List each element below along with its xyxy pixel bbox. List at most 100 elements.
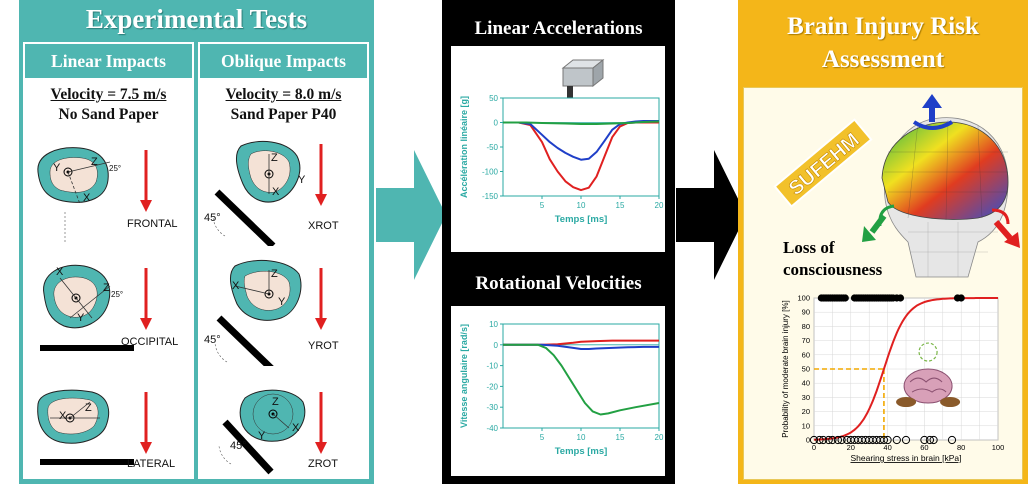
x-tick-label: 0 [812,443,816,452]
head-model-illustration [862,94,1020,278]
x-axis-label: Shearing stress in brain [kPa] [850,453,961,463]
axis-y-label: Y [53,162,61,174]
axis-z-label: Z [272,396,279,408]
y-tick-label: 50 [489,94,498,103]
risk-curve [813,297,998,441]
uninjured-point [819,435,828,445]
y-tick-label: 10 [489,320,498,329]
angle-label: 25° [109,164,122,173]
x-tick-label: 20 [655,201,664,210]
x-tick-label: 40 [883,443,891,452]
axis-x-label: X [272,186,280,198]
sufehm-text: SUFEHM [785,129,864,200]
y-tick-label: -20 [486,382,498,391]
x-tick-label: 5 [540,433,545,442]
loss-line-1: Loss of [783,238,835,257]
y-tick-label: 0 [494,119,499,128]
uninjured-point [901,435,911,445]
y-axis-label: Accélération linéaire [g] [459,96,469,198]
uninjured-point [892,435,901,445]
title-line-2: Assessment [821,46,945,73]
y-tick-label: -30 [486,403,498,412]
axis-y-label: Y [258,430,266,442]
x-tick-label: 20 [847,443,855,452]
x-axis-label: Temps [ms] [555,446,608,457]
y-tick-label: 60 [802,350,810,359]
injured-point [896,294,905,302]
angle-label-45: 45° [230,440,247,452]
uninjured-point [879,435,889,445]
y-tick-label: -10 [486,362,498,371]
accelerations-title: Linear Accelerations [474,18,643,39]
velocities-title: Rotational Velocities [475,273,642,294]
x-tick-label: 80 [957,443,965,452]
velocity-chart-box: 10 0 -10 -20 -30 -40 5 10 15 20 Temps [ms] Vitesse … [451,306,665,476]
uninjured-point [929,435,938,445]
x-tick-label: 10 [577,201,586,210]
uninjured-point [883,435,892,445]
axis-y-label: Y [278,296,286,308]
panel-title: Experimental Tests [85,4,308,34]
x-axis-label: Temps [ms] [555,214,608,225]
risk-panel: Brain Injury Risk Assessment [738,0,1028,484]
flow-arrow-black [676,150,746,280]
plot-frame [502,97,660,197]
uninjured-point [809,435,819,445]
uninjured-point [947,435,957,445]
flow-arrow-teal [376,150,446,280]
xrot-head-diagram [212,140,327,246]
title-line-1: Brain Injury Risk [787,13,979,40]
impact-label-lateral: LATERAL [127,458,176,470]
axis-y-label: Y [298,174,306,186]
loss-of-consciousness-label: Loss of consciousness [783,237,882,281]
axis-z-label: Z [271,268,278,280]
impact-label-xrot: XROT [308,220,339,232]
loss-line-2: consciousness [783,260,883,279]
y-tick-label: 50 [802,365,810,374]
x-tick-label: 20 [655,433,664,442]
zrot-head-diagram [218,389,327,475]
uninjured-point [833,435,843,445]
occipital-head-diagram [40,264,152,351]
impact-label-frontal: FRONTAL [127,218,178,230]
y-tick-label: -100 [482,168,499,177]
y-tick-label: 0 [494,341,499,350]
impact-label-occipital: OCCIPITAL [121,336,179,348]
yrot-head-diagram [214,260,327,366]
axis-z-label: Z [91,156,98,168]
velocity-chart: 10 0 -10 -20 -30 -40 5 10 15 20 Temps [ms] Vitesse … [459,320,664,457]
x-tick-label: 15 [616,433,625,442]
y-axis-label: Vitesse angulaire [rad/s] [459,324,469,428]
y-tick-label: 0 [806,436,810,445]
injured-point [957,294,965,302]
series-line-3 [503,120,660,125]
y-tick-label: 90 [802,308,810,317]
x-tick-label: 100 [992,443,1005,452]
axis-y-label: Y [77,312,85,324]
y-tick-label: 80 [802,322,810,331]
brain-body [903,368,953,404]
y-tick-label: 40 [802,379,810,388]
y-tick-label: 20 [802,407,810,416]
axis-x-label: X [232,280,240,292]
brain-folds [909,377,947,393]
oblique-impacts-column: Oblique Impacts Velocity = 8.0 m/s Sand … [198,42,369,479]
series-line-2 [503,120,659,161]
frontal-head-diagram [37,147,152,242]
axis-z-label: Z [85,402,92,414]
signals-panel: Linear Accelerations 50 0 -50 -100 -150 5 10 15… [442,0,675,484]
acceleration-chart-box: 50 0 -50 -100 -150 5 10 15 20 Temps [ms] Accélérat… [451,46,665,252]
angle-label: 25° [111,290,124,299]
y-tick-label: -40 [486,424,498,433]
y-tick-label: 70 [802,336,810,345]
series-line-2 [503,343,659,350]
x-tick-label: 5 [540,201,545,210]
uninjured-point [925,435,935,445]
experimental-tests-panel: Experimental Tests Linear Impacts Veloci… [19,0,374,484]
y-axis-label: Probability of moderate brain injury [%] [781,300,790,437]
axis-x-label: X [292,422,300,434]
axis-z-label: Z [103,282,110,294]
x-tick-label: 60 [920,443,928,452]
sand-paper-label: No Sand Paper [58,106,159,123]
angle-label-45: 45° [204,334,221,346]
